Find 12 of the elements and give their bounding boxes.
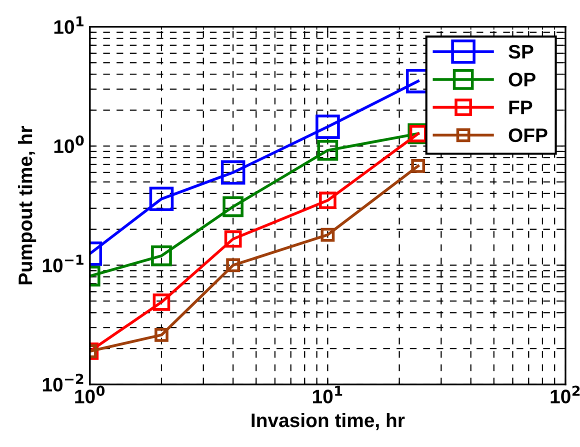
x-axis-title: Invasion time, hr xyxy=(252,412,405,430)
legend-label: OP xyxy=(508,72,536,86)
y-axis-title: Pumpout time, hr xyxy=(18,126,36,284)
legend-label: FP xyxy=(509,100,532,114)
legend-label: OFP xyxy=(508,128,548,142)
x-tick-label: 10$^{2}$ xyxy=(550,386,580,404)
x-tick-label: 10$^{1}$ xyxy=(312,386,342,404)
y-tick-label: 10$^{1}$ xyxy=(54,16,84,34)
y-tick-label: 10$^{−1}$ xyxy=(42,254,84,272)
y-tick-label: 10$^{0}$ xyxy=(54,135,84,154)
x-tick-label: 10$^{0}$ xyxy=(75,386,105,404)
legend-label: SP xyxy=(508,44,534,59)
